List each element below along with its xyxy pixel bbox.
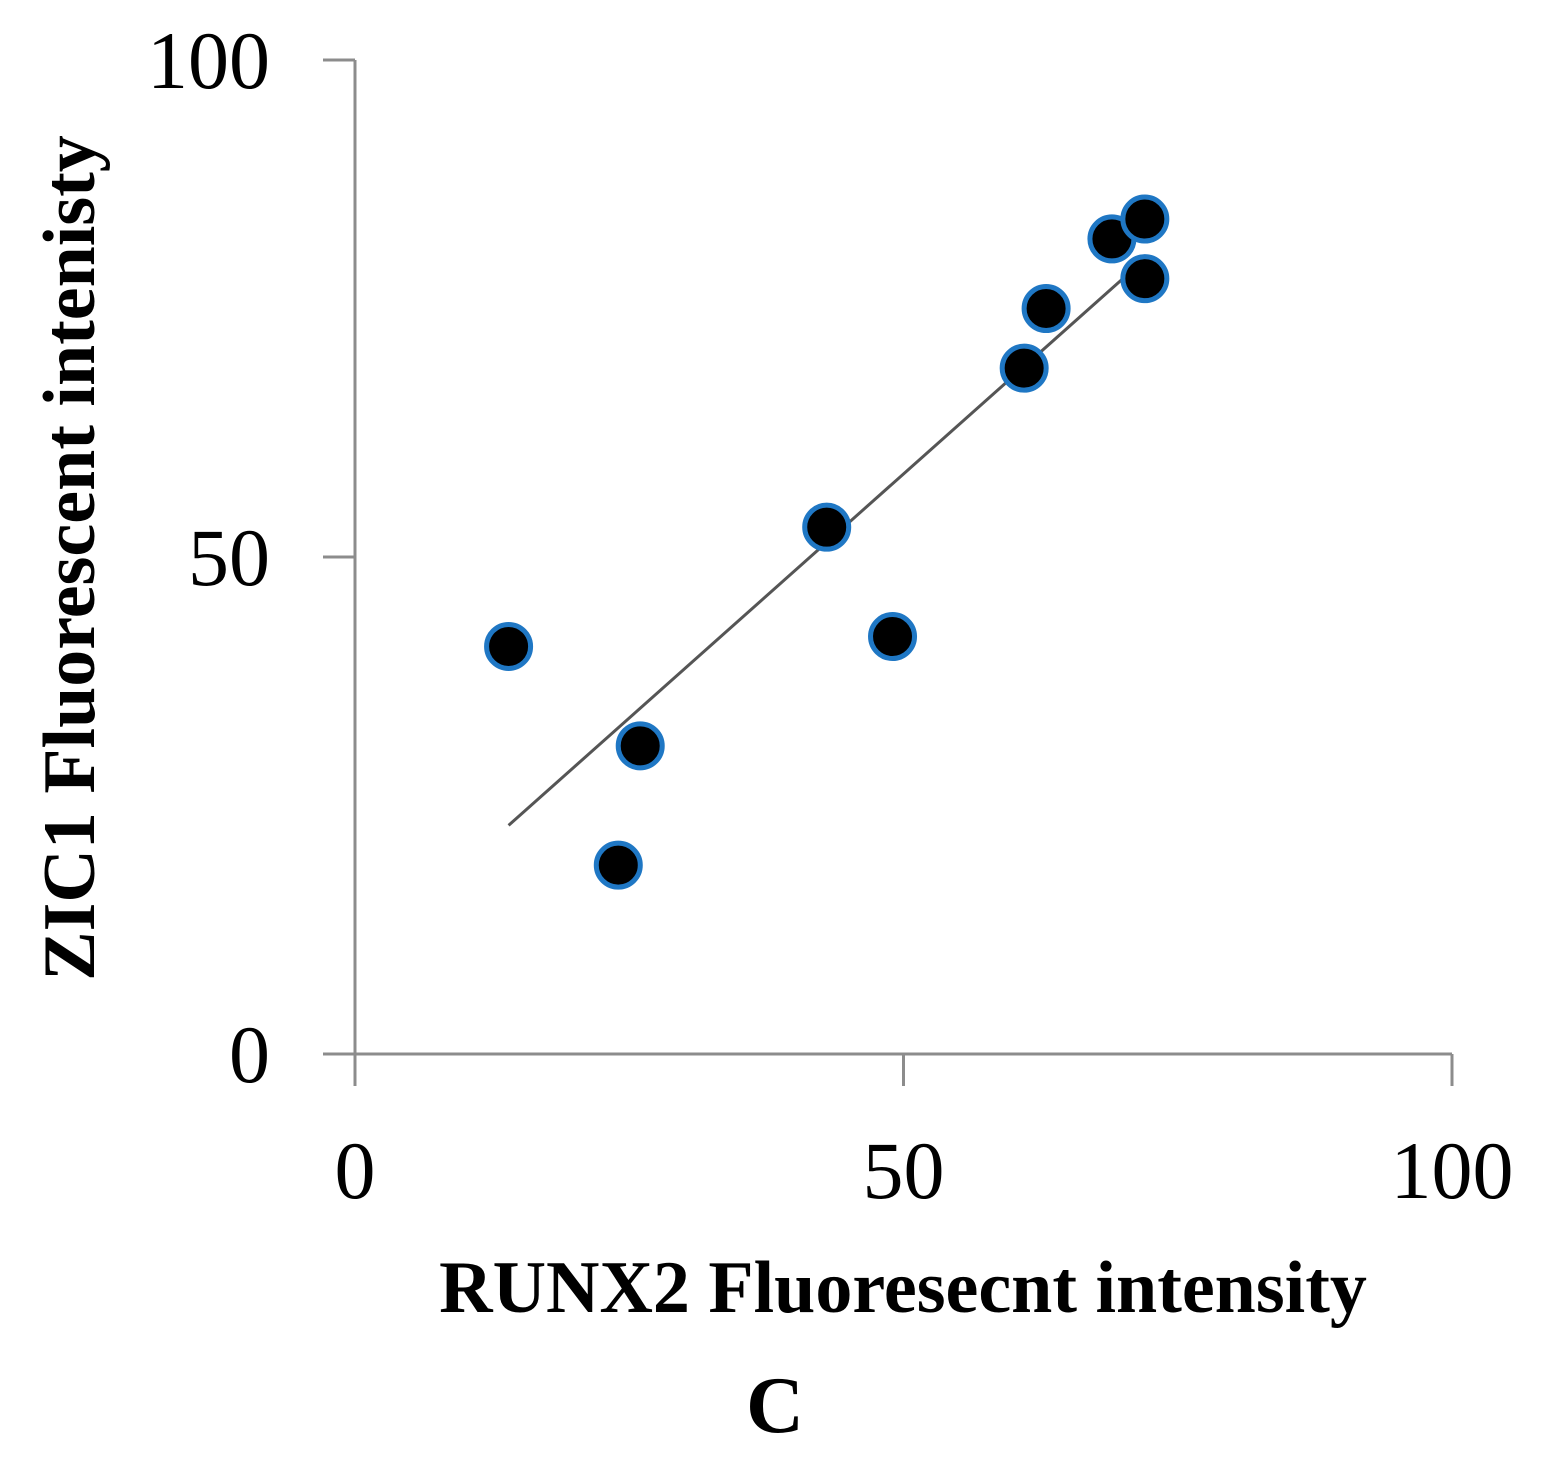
x-tick-label: 0: [335, 1125, 376, 1216]
axes: 0 50 100 0 50 100: [147, 15, 1514, 1216]
y-tick-label: 100: [147, 15, 270, 106]
data-points: [484, 194, 1170, 890]
data-point: [593, 840, 643, 890]
panel-label: C: [746, 1362, 804, 1450]
data-point: [1021, 284, 1071, 333]
data-point: [999, 343, 1049, 393]
y-tick-label: 50: [188, 512, 270, 603]
data-point: [868, 612, 918, 662]
x-tick-label: 50: [863, 1125, 945, 1216]
data-point: [615, 721, 665, 771]
data-point: [484, 621, 534, 671]
data-point: [1120, 194, 1170, 244]
data-point: [802, 502, 852, 552]
y-tick-label: 0: [229, 1009, 270, 1100]
data-point: [1120, 254, 1170, 304]
x-tick-label: 100: [1391, 1125, 1514, 1216]
x-axis-title: RUNX2 Fluoresecnt intensity: [439, 1247, 1367, 1329]
y-axis-title: ZIC1 Fluorescent intenisty: [29, 135, 111, 981]
